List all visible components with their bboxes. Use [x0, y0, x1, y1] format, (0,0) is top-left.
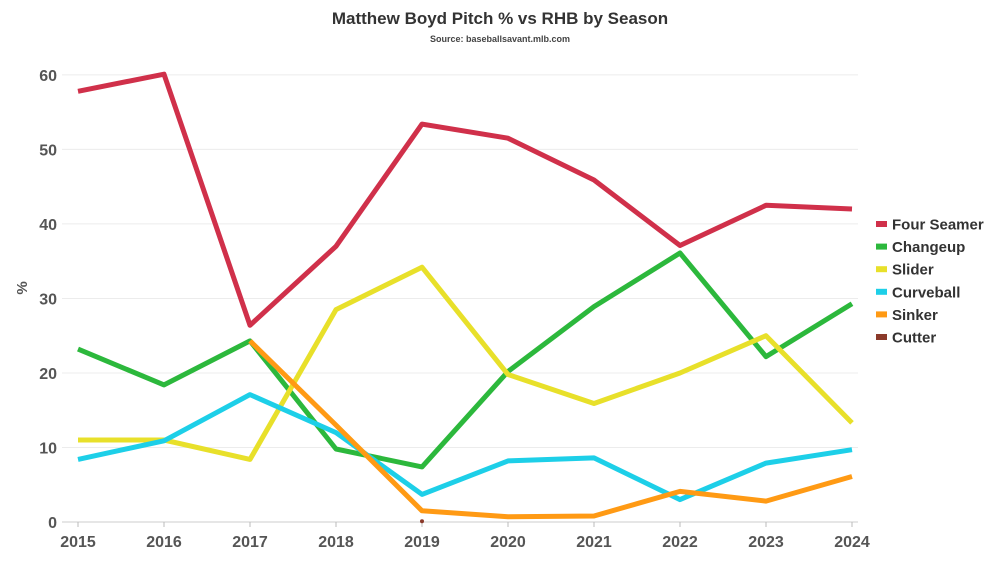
x-tick-label-2021: 2021: [576, 534, 612, 551]
legend-swatch-sinker: [876, 311, 887, 318]
legend-label-four-seamer: Four Seamer: [892, 217, 984, 234]
legend-item-curveball: Curveball: [876, 284, 960, 301]
legend-item-sinker: Sinker: [876, 307, 938, 324]
legend-label-curveball: Curveball: [892, 284, 960, 301]
legend-swatch-cutter: [876, 334, 887, 340]
legend-item-four-seamer: Four Seamer: [876, 217, 984, 234]
series-changeup: [77, 250, 854, 470]
x-tick-label-2015: 2015: [60, 534, 96, 551]
x-tick-label-2020: 2020: [490, 534, 526, 551]
y-tick-label-10: 10: [39, 440, 57, 457]
series-curveball: [77, 392, 853, 503]
x-tick-label-2018: 2018: [318, 534, 354, 551]
x-tick-label-2016: 2016: [146, 534, 182, 551]
legend-label-slider: Slider: [892, 262, 934, 279]
gridlines: [62, 74, 858, 523]
series-sinker: [248, 339, 853, 520]
legend-item-slider: Slider: [876, 262, 934, 279]
series-line-slider: [78, 264, 854, 462]
x-tick-label-2019: 2019: [404, 534, 440, 551]
y-axis-label: %: [14, 281, 31, 294]
legend-swatch-curveball: [876, 288, 887, 295]
legend-label-sinker: Sinker: [892, 307, 938, 324]
x-tick-label-2022: 2022: [662, 534, 698, 551]
chart-title: Matthew Boyd Pitch % vs RHB by Season: [332, 9, 668, 28]
y-tick-label-30: 30: [39, 291, 57, 308]
y-tick-label-0: 0: [48, 515, 57, 532]
series-slider: [77, 264, 854, 462]
y-tick-label-60: 60: [39, 68, 57, 85]
series-lines: [77, 71, 854, 524]
legend-label-cutter: Cutter: [892, 330, 936, 347]
legend-swatch-slider: [876, 266, 887, 273]
y-tick-label-50: 50: [39, 142, 57, 159]
x-tick-label-2024: 2024: [834, 534, 870, 551]
y-axis-ticks: 0 10 20 30 40 50 60: [39, 68, 57, 532]
x-tick-label-2023: 2023: [748, 534, 784, 551]
series-line-sinker: [248, 339, 853, 520]
series-four-seamer: [77, 71, 853, 328]
series-cutter: [420, 519, 424, 524]
x-tick-label-2017: 2017: [232, 534, 268, 551]
series-line-changeup: [77, 250, 854, 470]
legend-swatch-four-seamer: [876, 221, 887, 227]
legend-item-cutter: Cutter: [876, 330, 936, 347]
y-tick-label-40: 40: [39, 217, 57, 234]
chart-subtitle: Source: baseballsavant.mlb.com: [430, 34, 570, 44]
y-tick-label-20: 20: [39, 366, 57, 383]
series-line-four-seamer: [77, 71, 853, 328]
legend-swatch-changeup: [876, 243, 887, 250]
legend-item-changeup: Changeup: [876, 239, 965, 256]
legend-label-changeup: Changeup: [892, 239, 965, 256]
legend: Four Seamer Changeup Slider Curveball Sinker…: [876, 217, 984, 347]
series-line-curveball: [77, 392, 853, 503]
data-point-cutter-2019: [420, 519, 424, 524]
x-axis-ticks: 2015 2016 2017 2018 2019 2020 2021 2022 2023 2024: [60, 522, 870, 551]
